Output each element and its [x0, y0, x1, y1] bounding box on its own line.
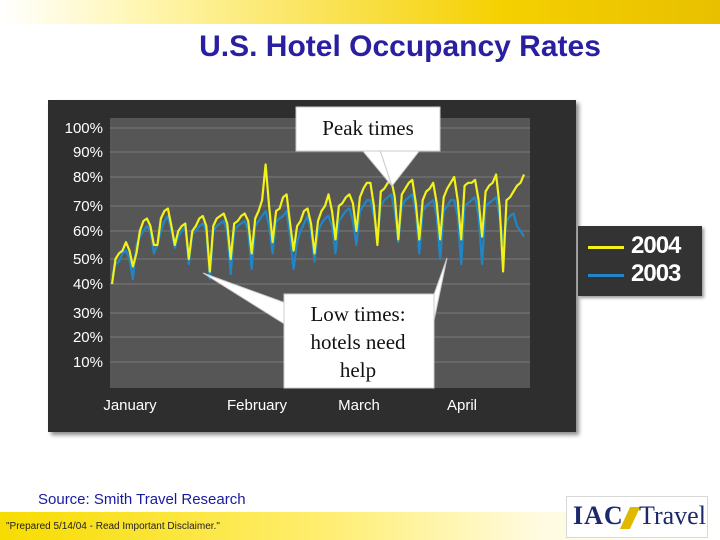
- y-tick-label: 10%: [73, 354, 103, 371]
- top-gradient-band: [0, 0, 720, 24]
- chart-legend: 2004 2003: [578, 226, 702, 296]
- legend-label-2004: 2004: [631, 232, 681, 259]
- x-tick-label: March: [338, 397, 380, 414]
- disclaimer-link[interactable]: "Prepared 5/14/04 - Read Important Discl…: [6, 521, 220, 532]
- x-axis-labels: January February March April: [103, 397, 477, 414]
- y-tick-label: 100%: [65, 120, 103, 137]
- series-line-2004: [110, 163, 526, 285]
- y-tick-label: 40%: [73, 276, 103, 293]
- peak-callout: Peak times: [295, 106, 441, 188]
- series-lines: [110, 163, 526, 285]
- low-callout-line-3: help: [340, 358, 376, 382]
- y-tick-label: 30%: [73, 305, 103, 322]
- logo-brand: IAC: [573, 501, 624, 530]
- y-tick-label: 80%: [73, 169, 103, 186]
- page-title: U.S. Hotel Occupancy Rates: [199, 30, 601, 63]
- y-tick-label: 50%: [73, 251, 103, 268]
- low-callout: Low times: hotels need help: [202, 257, 448, 389]
- low-callout-box: [283, 293, 435, 389]
- low-callout-line-1: Low times:: [310, 302, 405, 326]
- y-tick-label: 60%: [73, 223, 103, 240]
- legend-swatch-2004: [588, 246, 624, 249]
- source-note: Source: Smith Travel Research: [38, 491, 246, 508]
- peak-callout-box: [295, 106, 441, 152]
- x-tick-label: February: [227, 397, 288, 414]
- legend-label-2003: 2003: [631, 260, 681, 287]
- iac-travel-logo: IAC Travel: [566, 496, 708, 538]
- peak-callout-text: Peak times: [322, 116, 414, 140]
- y-tick-label: 90%: [73, 144, 103, 161]
- x-tick-label: April: [447, 397, 477, 414]
- logo-suffix: Travel: [639, 501, 706, 530]
- y-tick-label: 20%: [73, 329, 103, 346]
- y-tick-label: 70%: [73, 198, 103, 215]
- x-tick-label: January: [103, 397, 157, 414]
- low-callout-line-2: hotels need: [310, 330, 406, 354]
- legend-swatch-2003: [588, 274, 624, 277]
- y-axis-ticks: 100% 90% 80% 70% 60% 50% 40% 30% 20% 10%: [65, 120, 103, 371]
